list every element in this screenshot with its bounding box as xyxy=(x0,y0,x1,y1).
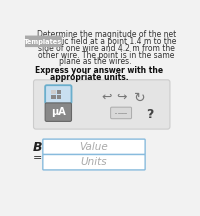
Text: ↩: ↩ xyxy=(101,91,112,104)
FancyBboxPatch shape xyxy=(45,103,72,121)
FancyBboxPatch shape xyxy=(111,107,132,119)
Text: =: = xyxy=(33,153,42,163)
FancyBboxPatch shape xyxy=(34,80,170,129)
Text: side of one wire and 4.2 m from the: side of one wire and 4.2 m from the xyxy=(38,44,175,53)
Bar xyxy=(51,95,56,99)
FancyBboxPatch shape xyxy=(24,36,62,47)
FancyBboxPatch shape xyxy=(45,85,72,104)
Text: B: B xyxy=(33,141,42,154)
Text: Express your answer with the: Express your answer with the xyxy=(35,66,163,75)
Bar xyxy=(57,90,61,94)
Text: tic field at a point 1.4 m to the: tic field at a point 1.4 m to the xyxy=(59,37,177,46)
Text: Templates: Templates xyxy=(24,39,62,45)
Bar xyxy=(51,90,56,94)
Text: Units: Units xyxy=(81,157,107,167)
Text: Determine the magnitude of the net: Determine the magnitude of the net xyxy=(37,30,176,39)
Text: ↪: ↪ xyxy=(117,91,127,104)
Text: plane as the wires.: plane as the wires. xyxy=(59,57,132,67)
Text: ?: ? xyxy=(146,108,153,121)
Text: ↻: ↻ xyxy=(134,91,146,105)
Text: Value: Value xyxy=(80,142,108,152)
Text: other wire. The point is in the same: other wire. The point is in the same xyxy=(38,51,175,60)
FancyBboxPatch shape xyxy=(43,139,145,154)
FancyBboxPatch shape xyxy=(43,154,145,170)
Text: appropriate units.: appropriate units. xyxy=(50,73,129,82)
Text: μA: μA xyxy=(51,107,66,117)
Bar xyxy=(57,95,61,99)
